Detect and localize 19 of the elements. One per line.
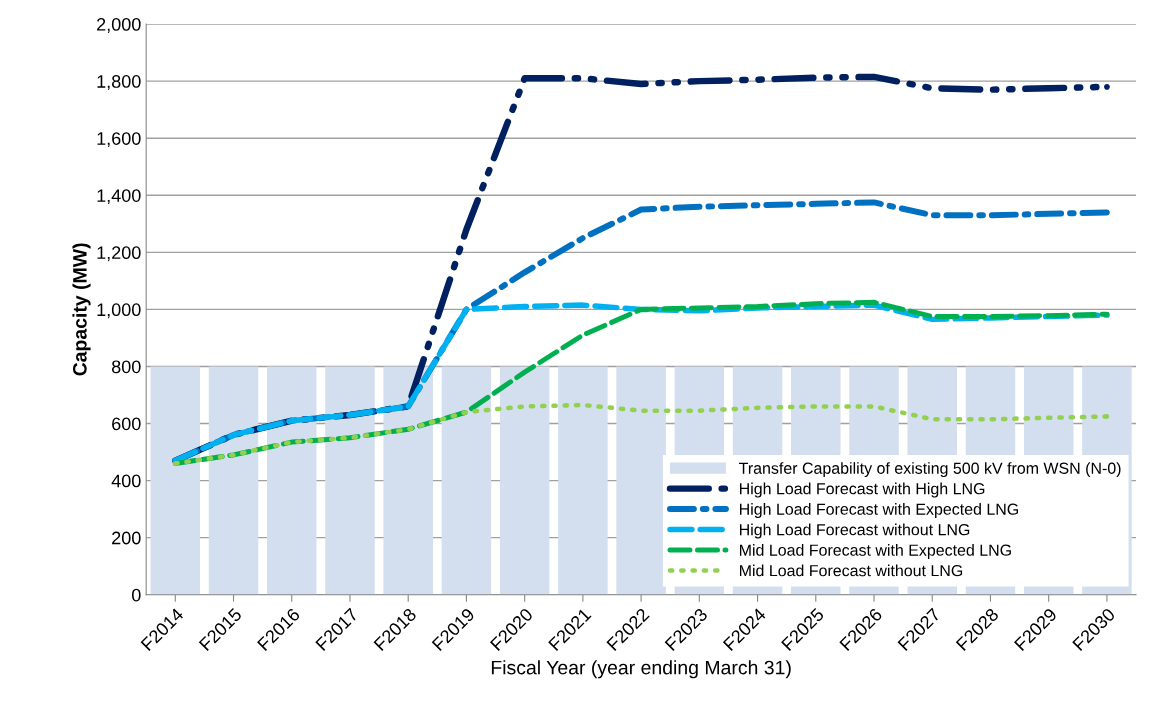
y-tick-label: 1,600	[97, 132, 141, 148]
y-tick-label: 600	[112, 417, 141, 431]
y-tick-label: 1,400	[97, 189, 141, 205]
legend-label: Transfer Capability of existing 500 kV from WSN (N-0)	[739, 462, 1121, 478]
y-tick-label: 2,000	[97, 18, 141, 33]
y-tick-label: 400	[111, 474, 141, 488]
legend-label: Mid Load Forecast with Expected LNG	[739, 544, 1011, 559]
legend-label: Mid Load Forecast without LNG	[739, 564, 963, 577]
y-tick-label: 0	[131, 588, 141, 602]
y-axis-title: Capacity (MW)	[72, 243, 91, 376]
legend-label: High Load Forecast with Expected LNG	[739, 503, 1019, 518]
y-tick-label: 1,000	[97, 303, 141, 319]
x-axis-title: Fiscal Year (year ending March 31)	[491, 660, 791, 679]
legend-label: High Load Forecast with High LNG	[739, 482, 985, 498]
y-tick-label: 1,800	[97, 75, 141, 90]
y-tick-label: 1,200	[97, 246, 141, 262]
legend-label: High Load Forecast without LNG	[739, 523, 970, 539]
y-tick-label: 800	[111, 360, 141, 374]
y-tick-label: 200	[112, 531, 141, 545]
